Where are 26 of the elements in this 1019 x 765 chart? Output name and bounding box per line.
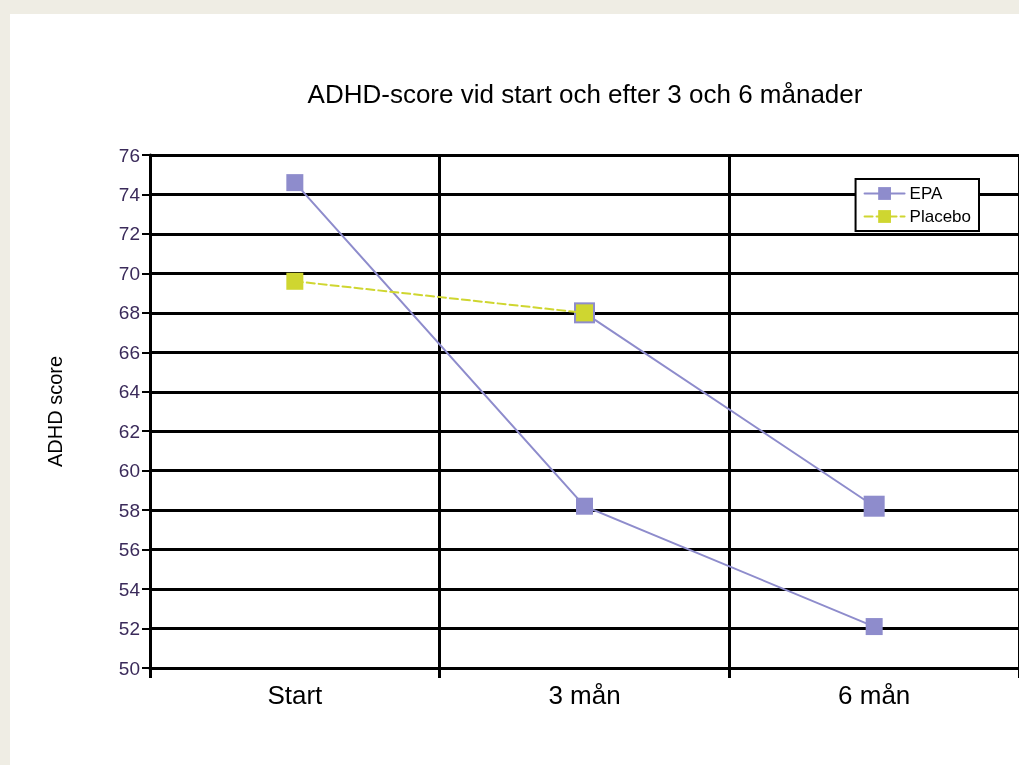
x-tick-label: 3 mån bbox=[548, 680, 621, 710]
y-axis-title: ADHD score bbox=[44, 355, 66, 468]
y-tick-label: 60 bbox=[118, 460, 140, 482]
chart-title: ADHD-score vid start och efter 3 och 6 månader bbox=[307, 79, 863, 109]
point bbox=[286, 174, 304, 192]
y-tick-label: 56 bbox=[118, 539, 140, 561]
y-tick-label: 54 bbox=[118, 578, 141, 600]
y-tick-label: 52 bbox=[118, 618, 140, 640]
point bbox=[863, 495, 885, 517]
y-tick-label: 50 bbox=[118, 657, 140, 679]
y-tick-label: 66 bbox=[118, 341, 140, 363]
y-tick-label: 68 bbox=[118, 302, 140, 324]
legend-label: Placebo bbox=[909, 207, 971, 226]
y-tick-label: 74 bbox=[118, 183, 141, 205]
y-tick-label: 64 bbox=[118, 381, 141, 403]
point bbox=[865, 618, 883, 636]
point bbox=[286, 272, 304, 290]
legend-label: EPA bbox=[909, 184, 943, 203]
point bbox=[576, 497, 593, 515]
y-tick-label: 72 bbox=[118, 223, 140, 245]
y-tick-label: 70 bbox=[118, 262, 140, 284]
x-tick-label: Start bbox=[267, 680, 324, 710]
y-tick-label: 58 bbox=[118, 499, 140, 521]
y-tick-label: 76 bbox=[118, 144, 140, 166]
y-tick-label: 62 bbox=[118, 420, 140, 442]
x-tick-label: 6 mån bbox=[838, 680, 911, 710]
